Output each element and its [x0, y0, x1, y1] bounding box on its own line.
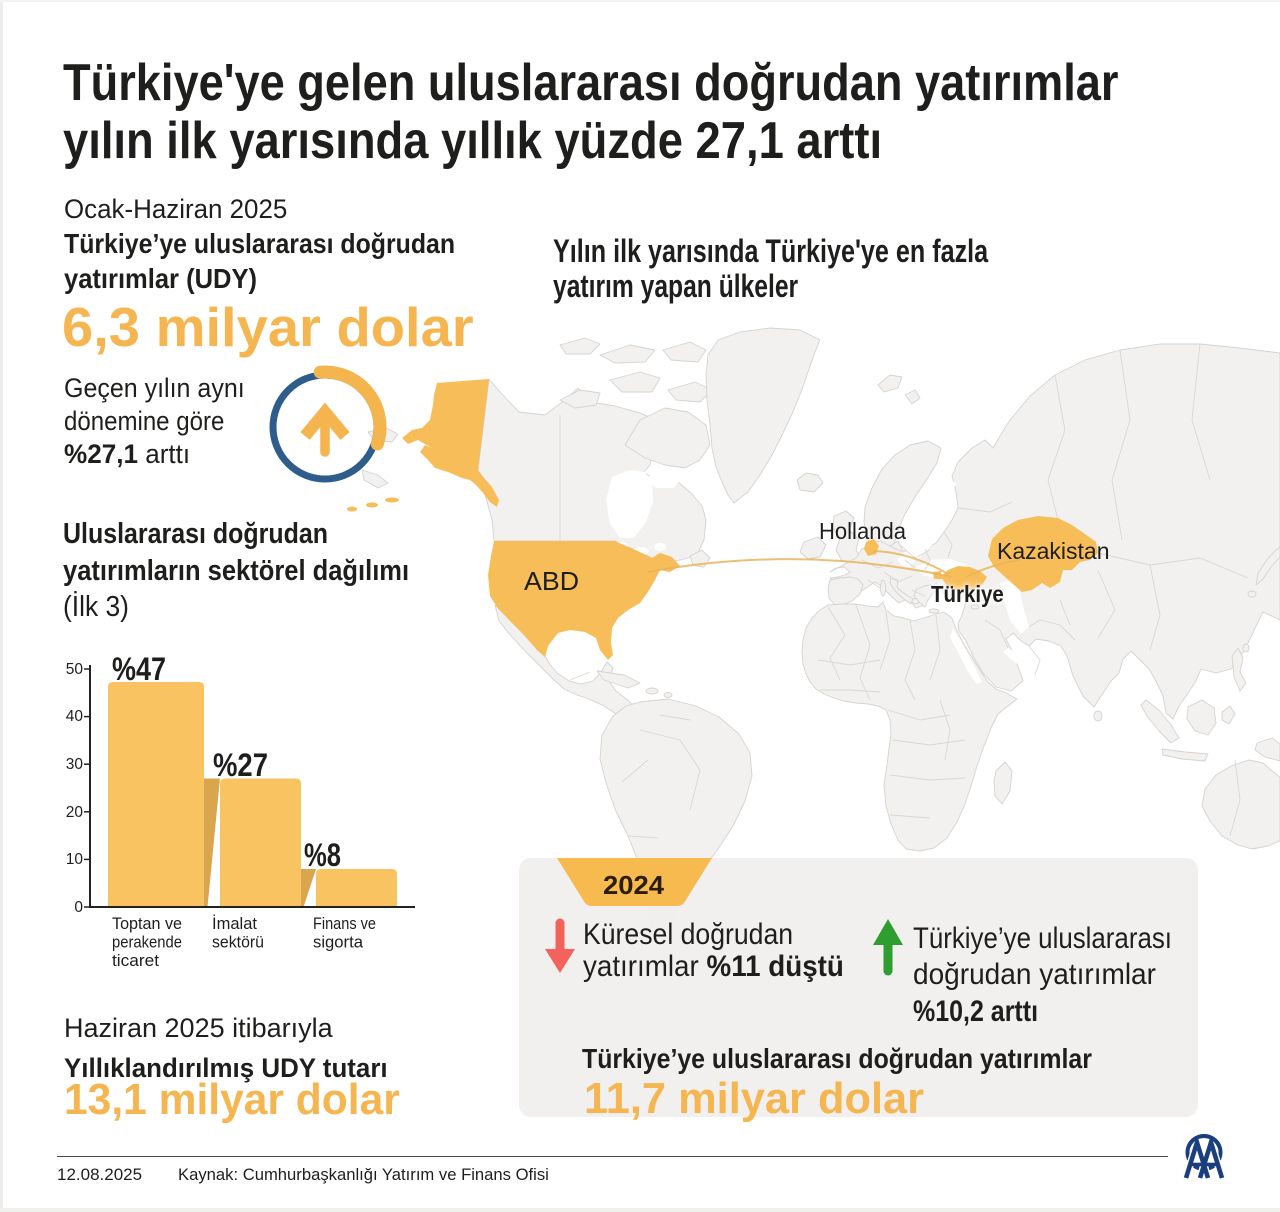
svg-text:0: 0 — [74, 899, 83, 916]
svg-text:Toptan ve: Toptan ve — [112, 915, 182, 933]
svg-text:ticaret: ticaret — [112, 952, 159, 970]
svg-text:30: 30 — [66, 756, 84, 773]
svg-text:perakende: perakende — [112, 934, 182, 952]
svg-text:sektörü: sektörü — [212, 934, 264, 952]
svg-text:%47: %47 — [112, 651, 166, 687]
svg-text:İmalat: İmalat — [212, 914, 257, 933]
svg-text:sigorta: sigorta — [313, 934, 364, 952]
svg-text:10: 10 — [66, 851, 84, 868]
svg-text:%8: %8 — [304, 837, 341, 873]
svg-text:%27: %27 — [213, 747, 268, 783]
svg-text:50: 50 — [66, 661, 84, 678]
svg-text:40: 40 — [66, 708, 84, 725]
svg-text:Finans ve: Finans ve — [313, 915, 376, 933]
svg-text:20: 20 — [66, 804, 84, 821]
